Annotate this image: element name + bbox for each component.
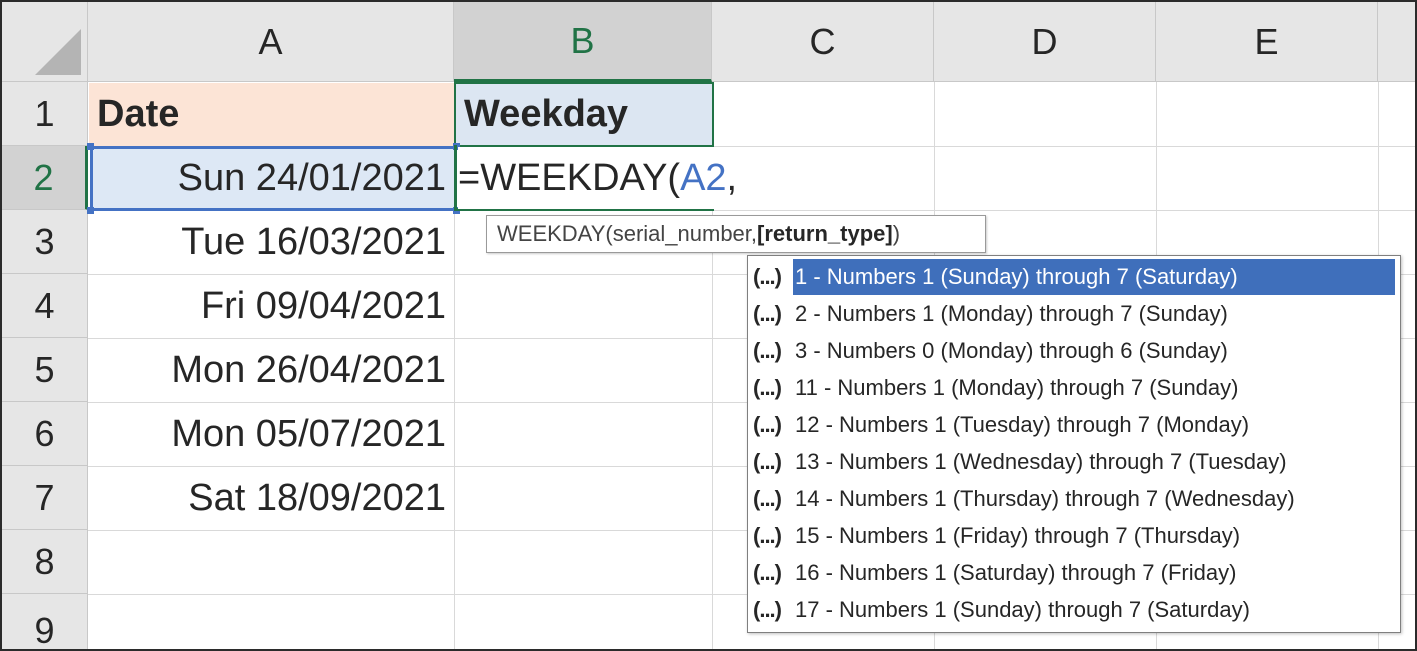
cell-a6[interactable]: Mon 05/07/2021 bbox=[171, 413, 446, 455]
dropdown-item-label: 3 - Numbers 0 (Monday) through 6 (Sunday… bbox=[795, 338, 1228, 363]
dropdown-item[interactable]: (...) 17 - Numbers 1 (Sunday) through 7 (… bbox=[753, 592, 1395, 628]
dropdown-item[interactable]: (...) 15 - Numbers 1 (Friday) through 7 (… bbox=[753, 518, 1395, 554]
formula-prefix: =WEEKDAY( bbox=[458, 156, 681, 199]
row-header-1[interactable]: 1 bbox=[2, 82, 88, 146]
row-header-8[interactable]: 8 bbox=[2, 530, 88, 594]
column-header-b[interactable]: B bbox=[454, 2, 712, 82]
dropdown-item[interactable]: (...) 11 - Numbers 1 (Monday) through 7 (… bbox=[753, 370, 1395, 406]
select-all-button[interactable] bbox=[2, 2, 88, 82]
dropdown-item[interactable]: (...) 2 - Numbers 1 (Monday) through 7 (S… bbox=[753, 296, 1395, 332]
column-header-d[interactable]: D bbox=[934, 2, 1156, 82]
cell-b2-formula[interactable]: =WEEKDAY(A2, bbox=[458, 147, 742, 209]
row-header-4[interactable]: 4 bbox=[2, 274, 88, 338]
enum-icon: (...) bbox=[753, 486, 782, 511]
column-header-overflow bbox=[1378, 2, 1415, 82]
row-header-6[interactable]: 6 bbox=[2, 402, 88, 466]
dropdown-item[interactable]: (...) 1 - Numbers 1 (Sunday) through 7 (S… bbox=[753, 259, 1395, 295]
row-header-3[interactable]: 3 bbox=[2, 210, 88, 274]
column-header-c[interactable]: C bbox=[712, 2, 934, 82]
cell-b1[interactable]: Weekday bbox=[454, 82, 714, 147]
tooltip-func[interactable]: WEEKDAY(serial_number, bbox=[497, 221, 758, 246]
function-tooltip[interactable]: WEEKDAY(serial_number, [return_type]) bbox=[486, 215, 986, 253]
enum-icon: (...) bbox=[753, 375, 782, 400]
formula-ref: A2 bbox=[680, 156, 727, 199]
gridline bbox=[88, 146, 1415, 147]
dropdown-item-label: 12 - Numbers 1 (Tuesday) through 7 (Mond… bbox=[795, 412, 1250, 437]
enum-icon: (...) bbox=[753, 338, 782, 363]
ref-handle[interactable] bbox=[87, 143, 94, 150]
dropdown-item-label: 2 - Numbers 1 (Monday) through 7 (Sunday… bbox=[795, 301, 1228, 326]
enum-icon: (...) bbox=[753, 560, 782, 585]
dropdown-item[interactable]: (...) 3 - Numbers 0 (Monday) through 6 (S… bbox=[753, 333, 1395, 369]
dropdown-item-label: 14 - Numbers 1 (Thursday) through 7 (Wed… bbox=[795, 486, 1295, 511]
dropdown-item-label: 11 - Numbers 1 (Monday) through 7 (Sunda… bbox=[795, 375, 1239, 400]
tooltip-arg: [return_type] bbox=[757, 221, 893, 246]
gridline bbox=[454, 82, 455, 649]
enum-icon: (...) bbox=[753, 264, 782, 289]
dropdown-item-label: 15 - Numbers 1 (Friday) through 7 (Thurs… bbox=[795, 523, 1241, 548]
return-type-dropdown[interactable]: (...) 1 - Numbers 1 (Sunday) through 7 (S… bbox=[747, 255, 1401, 633]
row-header-2[interactable]: 2 bbox=[2, 146, 88, 210]
cell-a1[interactable]: Date bbox=[89, 83, 454, 146]
cell-a3[interactable]: Tue 16/03/2021 bbox=[181, 221, 446, 263]
dropdown-item[interactable]: (...) 12 - Numbers 1 (Tuesday) through 7 … bbox=[753, 407, 1395, 443]
row-header-9[interactable]: 9 bbox=[2, 594, 88, 649]
cell-a5[interactable]: Mon 26/04/2021 bbox=[171, 349, 446, 391]
gridline bbox=[88, 210, 1415, 211]
tooltip-close: ) bbox=[892, 221, 901, 246]
enum-icon: (...) bbox=[753, 301, 782, 326]
cell-a4[interactable]: Fri 09/04/2021 bbox=[200, 285, 446, 327]
enum-icon: (...) bbox=[753, 523, 782, 548]
enum-icon: (...) bbox=[753, 597, 782, 622]
row-header-7[interactable]: 7 bbox=[2, 466, 88, 530]
gridline bbox=[712, 82, 713, 649]
column-header-e[interactable]: E bbox=[1156, 2, 1378, 82]
cell-a2[interactable]: Sun 24/01/2021 bbox=[90, 146, 457, 211]
dropdown-item-label: 1 - Numbers 1 (Sunday) through 7 (Saturd… bbox=[793, 259, 1395, 295]
column-header-a[interactable]: A bbox=[88, 2, 454, 82]
dropdown-item[interactable]: (...) 14 - Numbers 1 (Thursday) through 7… bbox=[753, 481, 1395, 517]
enum-icon: (...) bbox=[753, 412, 782, 437]
dropdown-item[interactable]: (...) 13 - Numbers 1 (Wednesday) through … bbox=[753, 444, 1395, 480]
row-header-5[interactable]: 5 bbox=[2, 338, 88, 402]
dropdown-item[interactable]: (...) 16 - Numbers 1 (Saturday) through 7… bbox=[753, 555, 1395, 591]
dropdown-item-label: 16 - Numbers 1 (Saturday) through 7 (Fri… bbox=[795, 560, 1237, 585]
ref-handle[interactable] bbox=[87, 207, 94, 214]
dropdown-item-label: 13 - Numbers 1 (Wednesday) through 7 (Tu… bbox=[795, 449, 1287, 474]
enum-icon: (...) bbox=[753, 449, 782, 474]
cell-a7[interactable]: Sat 18/09/2021 bbox=[188, 477, 446, 519]
select-all-triangle-icon bbox=[35, 29, 81, 75]
dropdown-item-label: 17 - Numbers 1 (Sunday) through 7 (Satur… bbox=[795, 597, 1250, 622]
formula-suffix: , bbox=[726, 156, 738, 199]
